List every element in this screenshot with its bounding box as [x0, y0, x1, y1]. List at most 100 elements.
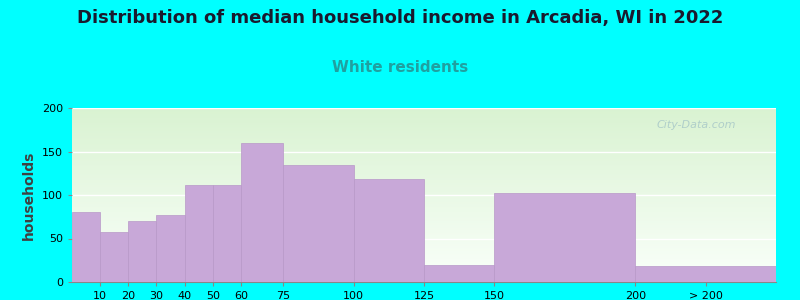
Bar: [72, 276, 776, 277]
Bar: [72, 248, 776, 249]
Bar: [72, 222, 776, 223]
Bar: [72, 125, 776, 126]
Bar: [72, 264, 776, 265]
Bar: [72, 216, 776, 217]
Bar: [72, 238, 776, 239]
Bar: [72, 279, 776, 280]
Bar: [72, 144, 776, 145]
Bar: [72, 137, 776, 138]
Bar: [72, 172, 776, 173]
Bar: [72, 210, 776, 211]
Bar: [72, 157, 776, 158]
Bar: [72, 259, 776, 260]
Bar: [72, 145, 776, 146]
Bar: [72, 140, 776, 141]
Bar: [72, 238, 776, 239]
Bar: [72, 175, 776, 176]
Bar: [72, 218, 776, 219]
Bar: [72, 178, 776, 179]
Text: White residents: White residents: [332, 60, 468, 75]
Bar: [72, 247, 776, 248]
Bar: [72, 268, 776, 269]
Bar: [72, 121, 776, 122]
Bar: [72, 120, 776, 121]
Bar: [72, 116, 776, 117]
Bar: [72, 235, 776, 236]
Bar: [72, 277, 776, 278]
Bar: [72, 237, 776, 238]
Bar: [72, 183, 776, 184]
Bar: [72, 229, 776, 230]
Bar: [72, 139, 776, 140]
Bar: [72, 184, 776, 185]
Bar: [72, 209, 776, 210]
Bar: [72, 205, 776, 206]
Bar: [72, 258, 776, 259]
Bar: [72, 169, 776, 170]
Bar: [72, 173, 776, 174]
Bar: [635, 266, 776, 282]
Bar: [72, 160, 776, 161]
Bar: [72, 185, 776, 186]
Text: City-Data.com: City-Data.com: [656, 120, 736, 130]
Bar: [72, 143, 776, 144]
Bar: [72, 114, 776, 115]
Bar: [72, 236, 776, 237]
Bar: [72, 170, 776, 171]
Bar: [72, 153, 776, 154]
Bar: [72, 230, 776, 231]
Bar: [241, 143, 283, 282]
Bar: [283, 164, 354, 282]
Bar: [72, 110, 776, 111]
Bar: [72, 272, 776, 273]
Bar: [72, 239, 776, 240]
Bar: [72, 148, 776, 149]
Bar: [72, 266, 776, 267]
Bar: [72, 152, 776, 153]
Bar: [72, 269, 776, 270]
Bar: [72, 246, 776, 247]
Bar: [72, 231, 776, 232]
Bar: [72, 159, 776, 160]
Bar: [72, 115, 776, 116]
Bar: [72, 253, 776, 254]
Bar: [72, 270, 776, 271]
Bar: [72, 281, 776, 282]
Bar: [72, 133, 776, 134]
Bar: [72, 278, 776, 279]
Bar: [72, 176, 776, 177]
Y-axis label: households: households: [22, 150, 36, 240]
Bar: [72, 166, 776, 167]
Bar: [157, 215, 185, 282]
Bar: [72, 199, 776, 200]
Bar: [72, 182, 776, 183]
Bar: [72, 274, 776, 275]
Bar: [72, 141, 776, 142]
Bar: [72, 221, 776, 222]
Bar: [72, 138, 776, 139]
Bar: [72, 146, 776, 147]
Bar: [72, 181, 776, 182]
Bar: [72, 135, 776, 136]
Bar: [72, 241, 776, 242]
Bar: [72, 127, 776, 128]
Bar: [72, 254, 776, 255]
Bar: [72, 109, 776, 110]
Bar: [72, 130, 776, 131]
Bar: [72, 227, 776, 228]
Bar: [72, 198, 776, 199]
Bar: [72, 191, 776, 192]
Bar: [72, 171, 776, 172]
Bar: [72, 250, 776, 251]
Bar: [72, 251, 776, 252]
Bar: [72, 212, 100, 282]
Bar: [72, 267, 776, 268]
Bar: [72, 206, 776, 207]
Bar: [72, 249, 776, 250]
Bar: [72, 240, 776, 241]
Bar: [72, 228, 776, 229]
Bar: [72, 257, 776, 258]
Bar: [72, 129, 776, 130]
Bar: [128, 221, 157, 282]
Bar: [72, 158, 776, 159]
